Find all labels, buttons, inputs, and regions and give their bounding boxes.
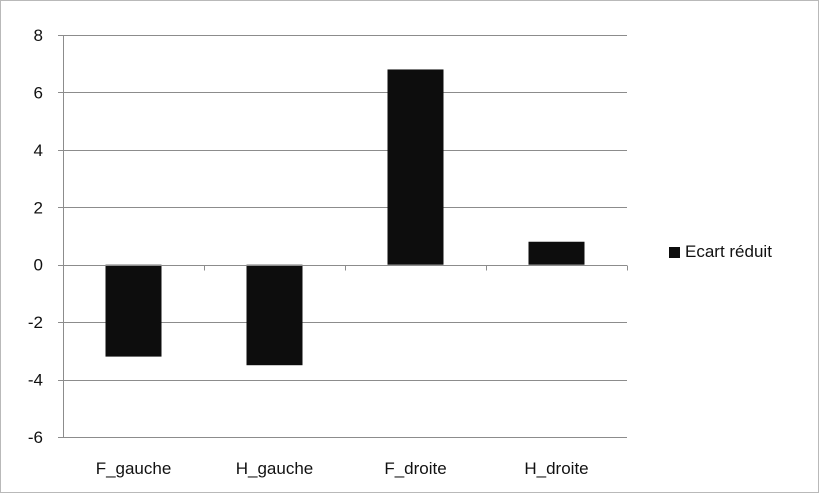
legend-swatch [669,246,680,258]
bar-F_droite [387,69,444,265]
x-tick-label: H_gauche [236,459,314,478]
y-tick-label: -2 [28,313,43,332]
x-tick-label: F_gauche [96,459,172,478]
bars [105,69,585,366]
y-tick-label: -6 [28,428,43,447]
y-tick-labels: 8 6 4 2 0 -2 -4 -6 [28,26,43,447]
y-tick-label: 8 [34,26,43,45]
bar-H_gauche [246,264,303,366]
x-tick-marks [58,35,628,438]
bar-F_gauche [105,264,162,357]
x-tick-labels: F_gauche H_gauche F_droite H_droite [96,459,589,478]
x-tick-label: F_droite [384,459,446,478]
legend: Ecart réduit [669,242,772,262]
y-tick-label: -4 [28,371,43,390]
legend-label: Ecart réduit [685,242,772,261]
x-tick-label: H_droite [524,459,588,478]
y-tick-label: 6 [34,83,43,102]
y-tick-label: 2 [34,198,43,217]
y-tick-label: 4 [34,141,43,160]
y-tick-label: 0 [34,256,43,275]
bar-H_droite [528,241,585,265]
gridlines [63,35,627,438]
